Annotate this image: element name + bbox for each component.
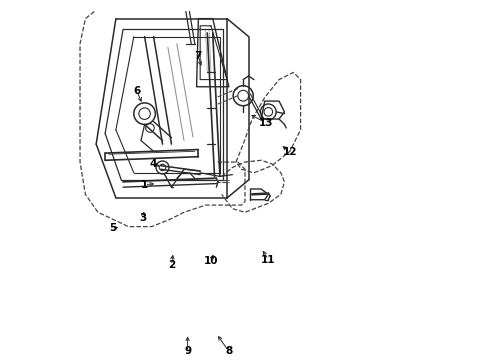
Text: 8: 8: [225, 346, 232, 356]
Text: 5: 5: [109, 224, 117, 233]
Text: 9: 9: [184, 346, 191, 356]
Text: 6: 6: [133, 86, 140, 96]
Text: 10: 10: [204, 256, 218, 266]
Text: 3: 3: [139, 213, 147, 222]
Text: 12: 12: [283, 147, 297, 157]
Text: 11: 11: [261, 255, 275, 265]
Text: 4: 4: [150, 159, 157, 169]
Text: 13: 13: [259, 118, 273, 128]
Text: 1: 1: [141, 180, 148, 190]
Text: 7: 7: [195, 51, 202, 61]
Text: 2: 2: [168, 260, 175, 270]
